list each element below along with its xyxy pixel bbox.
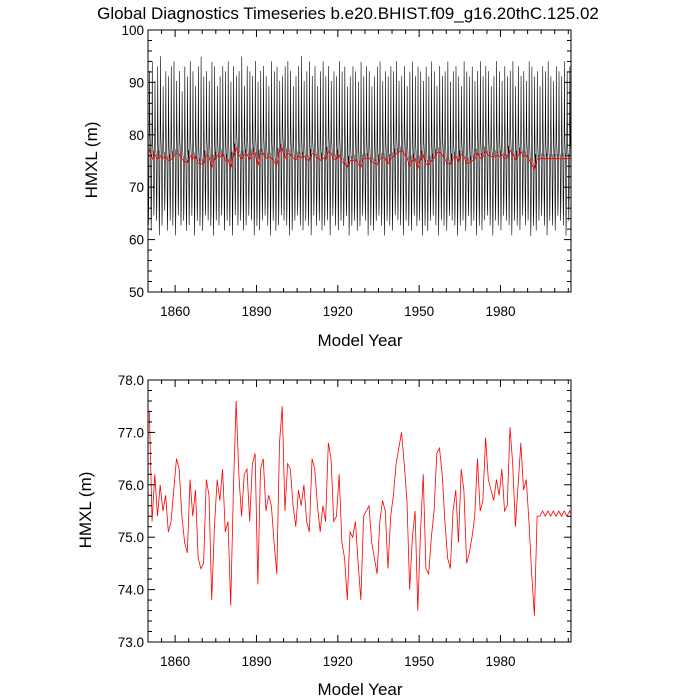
top-panel: Model Year HMXL (m) 50 60 70 80 90 100 1860 189… [82,23,572,350]
x-tick-label: 1920 [323,654,353,669]
x-tick-label: 1980 [485,654,515,669]
plot-area [148,56,571,236]
y-tick-label: 74.0 [118,583,144,598]
x-tick-label: 1890 [241,654,271,669]
annual-mean-series-line [148,145,571,171]
top-x-axis-label: Model Year [317,331,402,350]
plot-frame [147,379,572,643]
x-tick-label: 1980 [485,304,515,319]
y-tick-label: 50 [129,285,144,300]
y-tick-label: 78.0 [118,373,144,388]
bottom-x-axis-label: Model Year [317,680,402,699]
monthly-series-line [148,56,571,236]
y-tick-label: 80 [129,128,144,143]
y-tick-label: 60 [129,233,144,248]
y-tick-label: 90 [129,75,144,90]
x-tick-label: 1920 [323,304,353,319]
y-tick-label: 70 [129,180,144,195]
y-tick-label: 73.0 [118,635,144,650]
x-tick-label: 1860 [160,304,190,319]
annual-mean-series-line [148,400,571,616]
plot-frame [147,29,572,293]
chart-title: Global Diagnostics Timeseries b.e20.BHIS… [97,4,599,23]
y-tick-label: 75.0 [118,530,144,545]
x-tick-label: 1950 [404,304,434,319]
y-tick-label: 100 [121,23,144,38]
top-y-axis-label: HMXL (m) [82,122,101,199]
x-tick-label: 1890 [241,304,271,319]
x-tick-label: 1950 [404,654,434,669]
y-tick-label: 76.0 [118,478,144,493]
y-tick-label: 77.0 [118,425,144,440]
plot-area [148,400,571,616]
x-tick-label: 1860 [160,654,190,669]
bottom-y-axis-label: HMXL (m) [76,472,95,549]
bottom-panel: Model Year HMXL (m) 73.0 74.0 75.0 76.0 77.0… [76,373,572,699]
